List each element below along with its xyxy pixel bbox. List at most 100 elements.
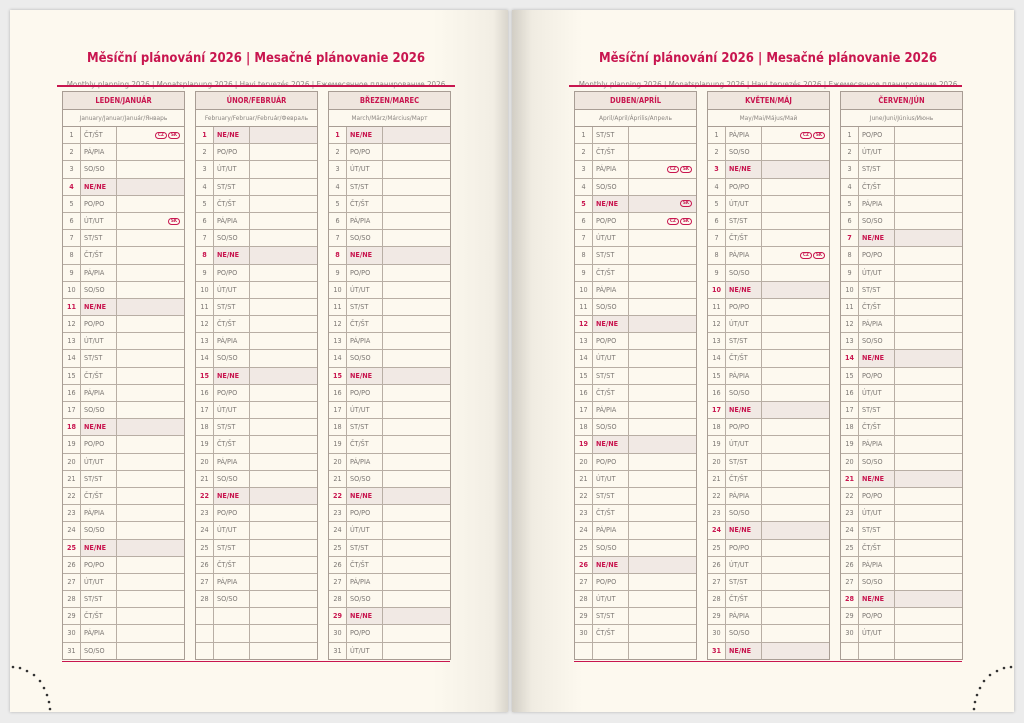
note-cell[interactable] (250, 230, 317, 246)
day-row[interactable]: 27 PÁ/PIA (329, 573, 450, 592)
note-cell[interactable] (895, 643, 962, 659)
day-row[interactable]: 10 NE/NE (708, 281, 829, 299)
day-row[interactable]: 18 ST/ST (329, 419, 450, 437)
note-cell[interactable] (117, 299, 184, 315)
day-row[interactable]: 5 ČT/ŠT (329, 195, 450, 213)
day-row[interactable]: 7 SO/SO (196, 230, 317, 248)
day-row[interactable]: 29 PÁ/PIA (708, 608, 829, 626)
note-cell[interactable] (383, 247, 450, 263)
day-row[interactable]: 17 ST/ST (841, 402, 962, 420)
note-cell[interactable] (629, 265, 696, 281)
note-cell[interactable] (629, 385, 696, 401)
day-row[interactable]: 23 PO/PO (196, 505, 317, 523)
day-row[interactable]: 31 NE/NE (708, 642, 829, 659)
day-row[interactable]: 20 PÁ/PIA (329, 453, 450, 471)
note-cell[interactable] (250, 643, 317, 659)
day-row[interactable]: 4 SO/SO (575, 178, 696, 196)
note-cell[interactable] (117, 557, 184, 573)
note-cell[interactable] (117, 333, 184, 349)
note-cell[interactable] (250, 333, 317, 349)
day-row[interactable] (841, 642, 962, 659)
note-cell[interactable] (117, 265, 184, 281)
note-cell[interactable] (117, 368, 184, 384)
day-row[interactable]: 30 PO/PO (329, 625, 450, 643)
day-row[interactable]: 1 PO/PO (841, 127, 962, 145)
note-cell[interactable] (629, 316, 696, 332)
note-cell[interactable] (895, 608, 962, 624)
note-cell[interactable] (762, 299, 829, 315)
day-row[interactable]: 15 PO/PO (841, 367, 962, 385)
day-row[interactable]: 20 PO/PO (575, 453, 696, 471)
note-cell[interactable] (629, 436, 696, 452)
day-row[interactable]: 6 ST/ST (708, 212, 829, 231)
day-row[interactable]: 28 NE/NE (841, 591, 962, 609)
note-cell[interactable] (383, 643, 450, 659)
note-cell[interactable] (629, 179, 696, 195)
note-cell[interactable] (383, 333, 450, 349)
day-row[interactable]: 9 PÁ/PIA (63, 264, 184, 282)
day-row[interactable]: 17 NE/NE (708, 402, 829, 420)
note-cell[interactable] (250, 436, 317, 452)
day-row[interactable]: 12 ČT/ŠT (196, 316, 317, 334)
day-row[interactable]: 19 ČT/ŠT (196, 436, 317, 454)
note-cell[interactable] (383, 230, 450, 246)
note-cell[interactable] (629, 299, 696, 315)
note-cell[interactable] (117, 316, 184, 332)
note-cell[interactable]: SK (117, 213, 184, 229)
note-cell[interactable] (629, 471, 696, 487)
note-cell[interactable] (250, 161, 317, 177)
note-cell[interactable] (895, 161, 962, 177)
day-row[interactable]: 23 PÁ/PIA (63, 505, 184, 523)
day-row[interactable]: 3 ST/ST (841, 161, 962, 179)
note-cell[interactable] (383, 368, 450, 384)
day-row[interactable]: 4 ST/ST (196, 178, 317, 196)
day-row[interactable]: 15 NE/NE (329, 367, 450, 385)
note-cell[interactable] (117, 454, 184, 470)
day-row[interactable]: 14 SO/SO (329, 350, 450, 368)
day-row[interactable]: 20 PÁ/PIA (196, 453, 317, 471)
note-cell[interactable] (895, 557, 962, 573)
note-cell[interactable] (762, 574, 829, 590)
day-row[interactable]: 16 ČT/ŠT (575, 384, 696, 402)
day-row[interactable]: 26 NE/NE (575, 556, 696, 574)
note-cell[interactable] (383, 402, 450, 418)
day-row[interactable]: 8 NE/NE (196, 247, 317, 265)
day-row[interactable]: 2 PO/PO (329, 144, 450, 162)
day-row[interactable]: 10 SO/SO (63, 281, 184, 299)
day-row[interactable]: 16 PÁ/PIA (63, 384, 184, 402)
note-cell[interactable] (117, 643, 184, 659)
day-row[interactable]: 14 NE/NE (841, 350, 962, 368)
day-row[interactable]: 13 PÁ/PIA (329, 333, 450, 351)
note-cell[interactable] (895, 574, 962, 590)
note-cell[interactable] (117, 505, 184, 521)
note-cell[interactable] (117, 144, 184, 160)
note-cell[interactable] (762, 643, 829, 659)
day-row[interactable]: 21 SO/SO (196, 470, 317, 488)
day-row[interactable]: 12 ÚT/UT (708, 316, 829, 334)
day-row[interactable]: 16 SO/SO (708, 384, 829, 402)
day-row[interactable]: 6 ÚT/UT SK (63, 212, 184, 231)
note-cell[interactable] (383, 213, 450, 229)
day-row[interactable]: 24 ÚT/UT (329, 522, 450, 540)
day-row[interactable]: 22 NE/NE (329, 487, 450, 506)
note-cell[interactable] (895, 350, 962, 366)
day-row[interactable]: 10 PÁ/PIA (575, 281, 696, 299)
day-row[interactable]: 19 PO/PO (63, 436, 184, 454)
note-cell[interactable] (629, 333, 696, 349)
day-row[interactable]: 10 ÚT/UT (329, 281, 450, 299)
note-cell[interactable] (250, 179, 317, 195)
note-cell[interactable] (117, 608, 184, 624)
note-cell[interactable] (250, 316, 317, 332)
day-row[interactable]: 5 NE/NE SK (575, 195, 696, 213)
note-cell[interactable] (762, 454, 829, 470)
note-cell[interactable] (250, 247, 317, 263)
note-cell[interactable] (250, 574, 317, 590)
day-row[interactable]: 3 PÁ/PIA CZ SK (575, 161, 696, 179)
day-row[interactable]: 22 PÁ/PIA (708, 487, 829, 506)
note-cell[interactable] (895, 368, 962, 384)
day-row[interactable]: 27 PO/PO (575, 573, 696, 592)
note-cell[interactable]: CZ SK (629, 213, 696, 229)
day-row[interactable]: 18 ST/ST (196, 419, 317, 437)
note-cell[interactable] (895, 230, 962, 246)
day-row[interactable]: 22 ČT/ŠT (63, 487, 184, 506)
